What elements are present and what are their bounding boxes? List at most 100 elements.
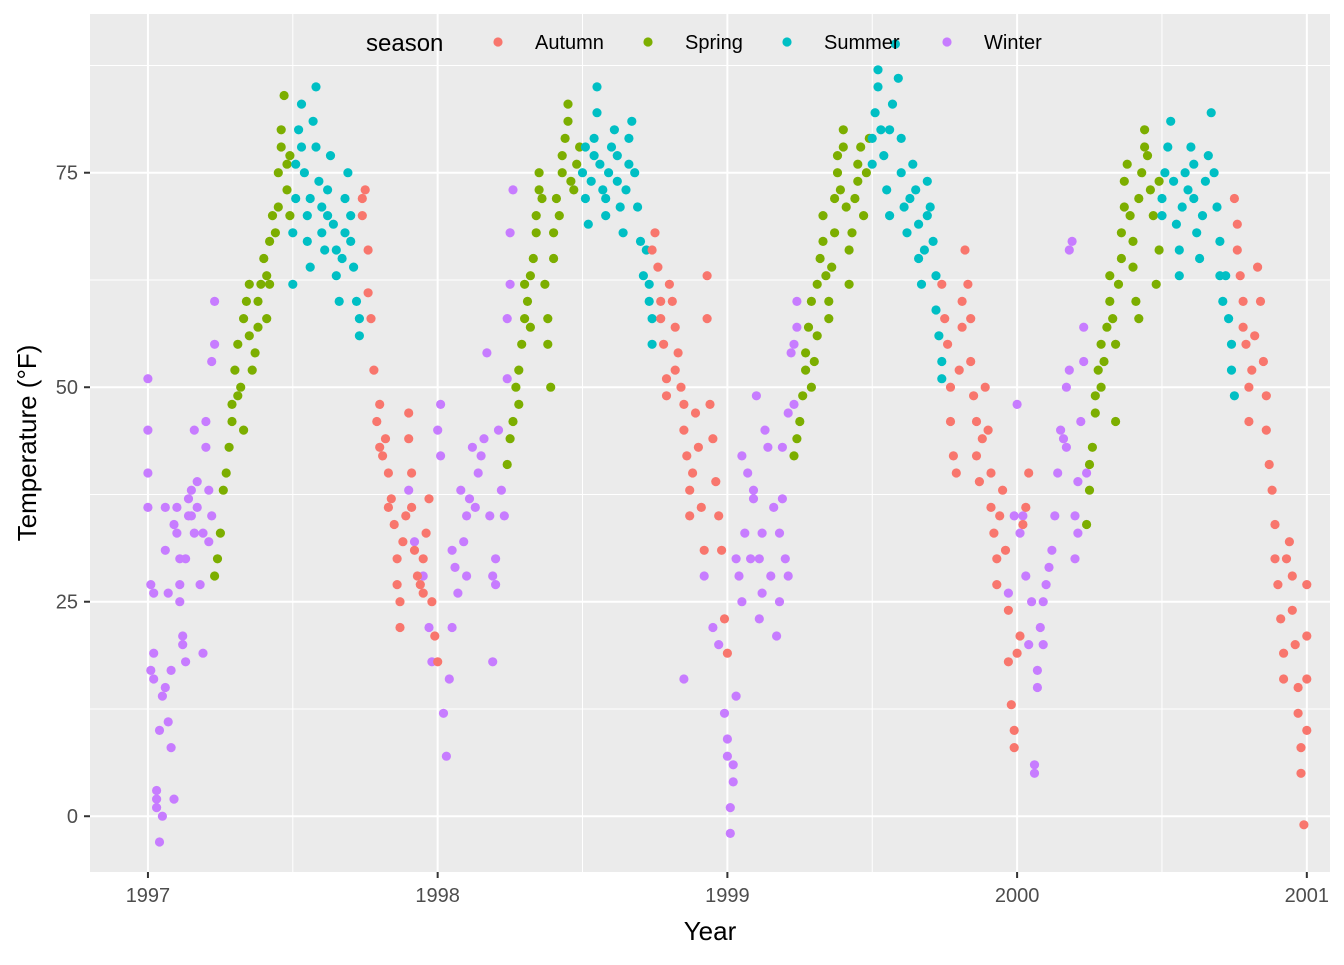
data-point-autumn (1238, 322, 1248, 332)
data-point-winter (679, 674, 689, 684)
data-point-summer (873, 65, 883, 75)
data-point-summer (598, 185, 608, 195)
data-point-summer (644, 279, 654, 289)
legend-label-winter: Winter (984, 32, 1042, 54)
data-point-winter (470, 502, 480, 512)
data-point-winter (1029, 768, 1040, 778)
data-point-summer (580, 142, 591, 152)
data-point-spring (502, 459, 512, 470)
data-point-autumn (647, 245, 657, 255)
data-point-autumn (679, 425, 689, 435)
data-point-winter (444, 674, 454, 684)
data-point-autumn (1232, 219, 1242, 229)
data-point-winter (1027, 597, 1037, 607)
data-point-autumn (983, 425, 993, 435)
data-point-spring (1142, 151, 1153, 161)
data-point-winter (152, 803, 162, 813)
data-point-winter (143, 502, 153, 512)
data-point-winter (192, 477, 202, 487)
data-point-autumn (661, 391, 672, 401)
data-point-autumn (1287, 605, 1297, 615)
data-point-winter (157, 691, 167, 701)
data-point-winter (152, 785, 162, 796)
data-point-winter (143, 425, 153, 435)
data-point-autumn (945, 382, 956, 392)
data-point-autumn (418, 588, 428, 598)
data-point-autumn (667, 296, 677, 306)
data-point-winter (743, 468, 753, 478)
data-point-spring (1151, 279, 1161, 289)
data-point-autumn (1302, 580, 1312, 590)
data-point-winter (774, 528, 785, 538)
x-tick-label: 2000 (995, 885, 1040, 907)
data-point-autumn (1009, 725, 1019, 736)
y-axis-ticks: 0 25 50 75 (56, 163, 90, 828)
data-point-winter (154, 725, 165, 736)
data-point-winter (201, 416, 211, 427)
data-point-summer (331, 245, 341, 255)
data-point-autumn (1276, 614, 1286, 624)
data-point-winter (1070, 511, 1080, 521)
data-point-autumn (1000, 545, 1011, 555)
data-point-winter (1082, 468, 1092, 478)
data-point-winter (467, 442, 477, 452)
data-point-winter (1061, 442, 1071, 452)
data-point-summer (1195, 253, 1205, 264)
data-point-winter (163, 717, 173, 727)
data-point-winter (146, 665, 156, 676)
data-point-winter (737, 597, 747, 607)
data-point-summer (893, 73, 903, 83)
data-point-winter (780, 554, 790, 564)
data-point-winter (149, 648, 159, 658)
data-point-spring (1116, 253, 1126, 264)
data-point-spring (270, 228, 280, 238)
data-point-autumn (966, 356, 976, 367)
data-point-winter (725, 828, 735, 839)
data-point-autumn (702, 271, 712, 281)
data-point-summer (349, 262, 359, 272)
data-point-summer (931, 271, 941, 281)
data-point-spring (1084, 485, 1095, 495)
data-point-spring (832, 151, 843, 161)
data-point-spring (267, 211, 278, 221)
data-point-spring (809, 356, 819, 367)
data-point-summer (876, 125, 886, 135)
data-point-winter (453, 588, 463, 598)
data-point-spring (818, 211, 828, 221)
data-point-summer (873, 82, 883, 92)
legend-key-autumn (493, 37, 503, 47)
data-point-summer (638, 271, 649, 281)
data-point-autumn (693, 442, 704, 452)
data-point-spring (244, 331, 254, 341)
data-point-spring (528, 253, 538, 264)
data-point-spring (537, 193, 547, 204)
data-point-winter (160, 682, 170, 693)
data-point-autumn (682, 451, 692, 461)
data-point-summer (902, 228, 912, 238)
data-point-winter (1012, 399, 1022, 409)
data-point-winter (777, 442, 788, 452)
data-point-summer (323, 185, 333, 195)
data-point-summer (1189, 159, 1199, 169)
data-point-spring (233, 391, 243, 401)
x-axis-ticks: 1997 1998 1999 2000 2001 (126, 872, 1329, 907)
data-point-winter (456, 485, 466, 495)
data-point-autumn (360, 185, 370, 195)
data-point-winter (169, 519, 179, 530)
data-point-winter (210, 296, 220, 306)
data-point-autumn (1296, 768, 1306, 778)
data-point-spring (563, 116, 573, 126)
data-point-winter (699, 571, 709, 581)
data-point-summer (325, 151, 336, 161)
data-point-autumn (1247, 365, 1257, 375)
data-point-summer (595, 159, 605, 169)
data-point-spring (520, 279, 530, 289)
data-point-spring (1128, 262, 1138, 272)
y-axis-title: Temperature (°F) (12, 345, 42, 542)
data-point-autumn (940, 314, 950, 324)
data-point-autumn (1287, 571, 1297, 581)
data-point-spring (241, 296, 251, 306)
data-point-summer (1169, 176, 1179, 186)
